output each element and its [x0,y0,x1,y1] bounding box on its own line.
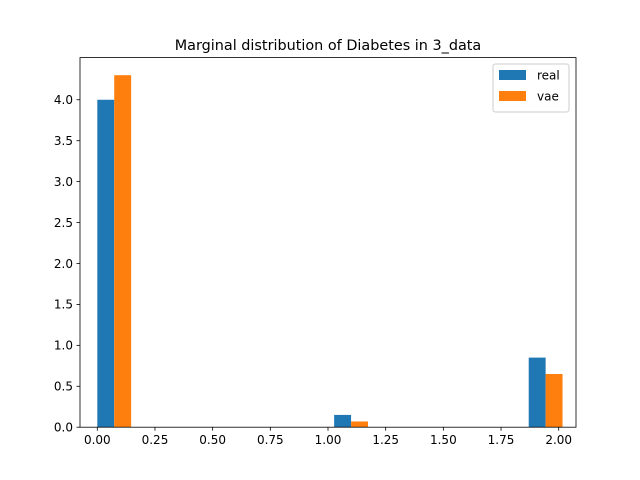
legend-label-vae: vae [537,90,559,104]
x-axis-ticks: 0.00 0.25 0.50 0.75 1.00 1.25 1.50 1.75 2.00 [84,427,572,447]
y-tick-label: 1.0 [54,339,73,353]
legend-label-real: real [537,69,560,83]
chart-title: Marginal distribution of Diabetes in 3_d… [175,38,481,54]
y-axis-ticks: 0.0 0.5 1.0 1.5 2.0 2.5 3.0 3.5 4.0 [54,93,80,435]
bar-vae-0 [114,75,132,428]
bar-real-0 [97,99,115,428]
bars-group [97,75,563,428]
bar-real-2 [528,357,546,428]
x-tick-label: 1.25 [372,433,399,447]
x-tick-label: 1.50 [430,433,457,447]
legend: real vae [492,63,570,113]
plot-frame [79,57,577,428]
y-tick-label: 0.0 [54,421,73,435]
legend-swatch-real [499,70,526,80]
y-tick-label: 1.5 [54,298,73,312]
bar-vae-1 [351,421,368,428]
bar-vae-2 [545,373,563,428]
y-tick-label: 3.0 [54,175,73,189]
x-tick-label: 0.50 [199,433,226,447]
x-tick-label: 1.75 [488,433,515,447]
x-tick-label: 0.25 [142,433,169,447]
x-tick-label: 0.00 [84,433,111,447]
x-tick-label: 1.00 [315,433,342,447]
y-tick-label: 2.0 [54,257,73,271]
legend-swatch-vae [499,91,526,101]
x-tick-label: 2.00 [545,433,572,447]
y-tick-label: 2.5 [54,216,73,230]
y-tick-label: 3.5 [54,134,73,148]
x-tick-label: 0.75 [257,433,284,447]
y-tick-label: 0.5 [54,380,73,394]
bar-real-1 [334,414,352,428]
y-tick-label: 4.0 [54,93,73,107]
